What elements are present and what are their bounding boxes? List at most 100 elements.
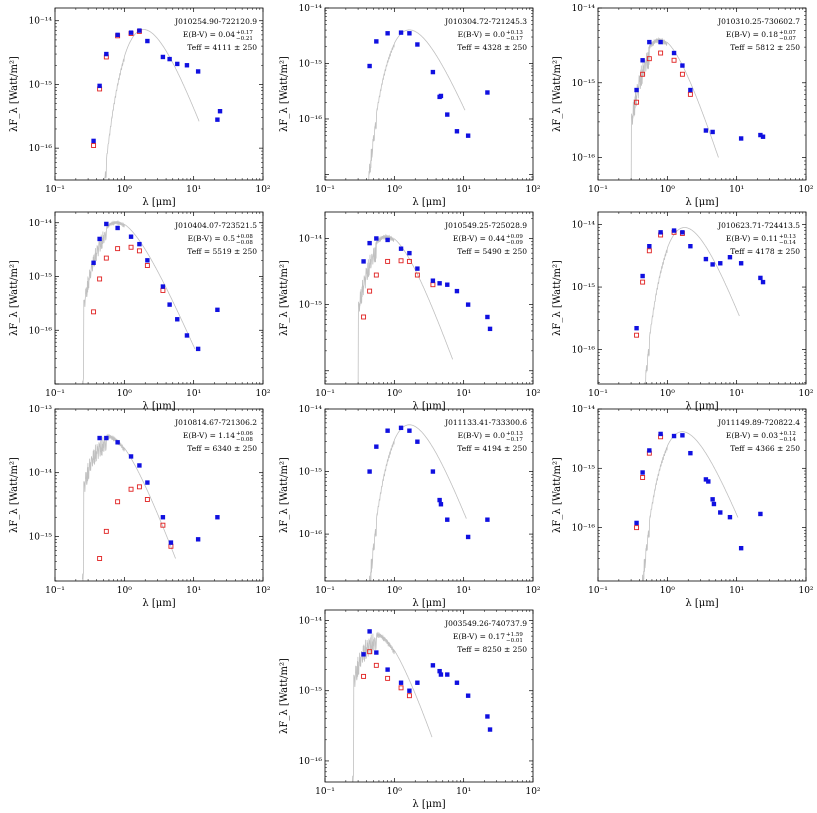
sed-panel: 10⁻¹ 10⁰ 10¹ 10² 10⁻¹⁶ 10⁻¹⁵ 10⁻¹⁴ λ [μm] λF_λ [… (552, 211, 814, 412)
y-axis-label: λF_λ [Watt/m²] (279, 457, 290, 533)
x-tick-label: 10² (798, 586, 813, 596)
teff-label: Teff = 4328 ± 250 (457, 43, 527, 52)
observed-point (647, 243, 652, 249)
y-tick-label: 10⁻¹⁵ (29, 273, 53, 283)
observed-point (217, 109, 223, 114)
x-tick-label: 10² (525, 185, 540, 195)
model-spectrum (369, 424, 467, 581)
observed-point (215, 117, 220, 122)
x-tick-label: 10⁻¹ (588, 586, 608, 596)
dereddened-point (646, 248, 652, 254)
x-axis-label: λ [μm] (412, 799, 445, 810)
x-tick-label: 10² (798, 389, 813, 399)
x-tick-label: 10⁻¹ (588, 389, 608, 399)
observed-point (415, 439, 420, 444)
observed-point (445, 672, 450, 677)
plot-area (357, 233, 493, 384)
dereddened-point (128, 486, 134, 492)
observed-point (718, 261, 723, 266)
dereddened-point (640, 279, 646, 285)
panel-title: J010623.71-724413.5 (717, 221, 800, 230)
x-tick-label: 10² (255, 389, 270, 399)
observed-point (97, 236, 102, 242)
x-axis-label: λ [μm] (142, 401, 175, 412)
model-spectrum (643, 227, 740, 384)
y-tick-label: 10⁻¹⁵ (299, 468, 323, 478)
dereddened-point (160, 522, 166, 528)
sed-panel: 10⁻¹ 10⁰ 10¹ 10² 10⁻¹⁶ 10⁻¹⁵ 10⁻¹⁴ λ [μm] λF_λ [… (552, 405, 814, 609)
observed-point (104, 221, 109, 227)
ebv-label: E(B-V) = 0.11 (726, 234, 778, 243)
observed-point (671, 228, 677, 233)
x-tick-label: 10⁰ (117, 389, 132, 399)
y-tick-label: 10⁻¹⁵ (572, 464, 596, 474)
observed-point (137, 463, 142, 468)
x-tick-label: 10⁰ (387, 586, 402, 596)
dereddened-point (373, 272, 379, 278)
x-tick-label: 10¹ (729, 185, 744, 195)
dereddened-point (406, 258, 412, 264)
dereddened-point (398, 258, 404, 264)
observed-point (145, 258, 150, 263)
observed-point (465, 534, 471, 540)
x-axis-label: λ [μm] (685, 598, 718, 609)
ebv-lower-error: −0.09 (506, 240, 523, 246)
observed-point (437, 497, 442, 503)
observed-point (758, 275, 763, 281)
x-tick-label: 10¹ (456, 185, 471, 195)
observed-point (361, 259, 366, 264)
y-tick-label: 10⁻¹⁴ (29, 219, 53, 229)
y-axis-label: λF_λ [Watt/m²] (552, 56, 563, 132)
ebv-upper-error: +1.59 (506, 632, 523, 638)
y-axis-label: λF_λ [Watt/m²] (9, 457, 20, 533)
teff-label: Teff = 6340 ± 250 (187, 444, 257, 453)
observed-point (758, 511, 763, 517)
ebv-lower-error: −0.08 (236, 437, 253, 443)
ebv-upper-error: +0.13 (779, 234, 796, 240)
plot-area (352, 629, 493, 782)
observed-point (680, 63, 685, 68)
observed-point (454, 129, 460, 134)
y-tick-label: 10⁻¹⁶ (572, 154, 596, 164)
ebv-label: E(B-V) = 0.03 (726, 431, 778, 440)
observed-point (738, 261, 744, 266)
observed-point (640, 273, 645, 279)
dereddened-point (115, 246, 121, 252)
observed-point (634, 520, 639, 526)
ebv-lower-error: −0.08 (236, 240, 253, 246)
plot-area (367, 29, 490, 180)
ebv-label: E(B-V) = 0.0 (458, 30, 506, 39)
dereddened-point (115, 499, 121, 505)
observed-point (634, 87, 639, 93)
dereddened-point (136, 248, 142, 254)
dereddened-point (398, 685, 404, 691)
x-tick-label: 10⁻¹ (315, 389, 335, 399)
y-tick-label: 10⁻¹⁴ (572, 405, 596, 415)
y-tick-label: 10⁻¹⁴ (299, 234, 323, 244)
observed-point (671, 433, 677, 439)
x-tick-label: 10⁰ (117, 586, 132, 596)
x-tick-label: 10⁰ (660, 389, 675, 399)
x-tick-label: 10² (798, 185, 813, 195)
observed-point (398, 680, 404, 685)
x-tick-label: 10⁰ (117, 185, 132, 195)
dereddened-point (634, 525, 640, 531)
ebv-label: E(B-V) = 1.14 (183, 431, 235, 440)
observed-point (168, 540, 174, 545)
observed-point (430, 278, 436, 283)
observed-point (718, 510, 723, 515)
dereddened-point (97, 556, 103, 561)
y-tick-label: 10⁻¹⁴ (572, 221, 596, 231)
x-tick-label: 10⁻¹ (588, 185, 608, 195)
dereddened-point (646, 56, 652, 62)
y-tick-label: 10⁻¹⁵ (29, 80, 53, 90)
panel-title: J011149.89-720822.4 (717, 418, 800, 427)
ebv-upper-error: +0.08 (236, 234, 253, 240)
observed-point (91, 260, 96, 265)
ebv-label: E(B-V) = 0.17 (453, 632, 505, 641)
observed-point (688, 243, 693, 249)
plot-area (91, 28, 223, 180)
axes-frame (324, 408, 534, 582)
observed-point (195, 537, 201, 542)
panel-title: J003549.26-740737.9 (444, 619, 527, 628)
